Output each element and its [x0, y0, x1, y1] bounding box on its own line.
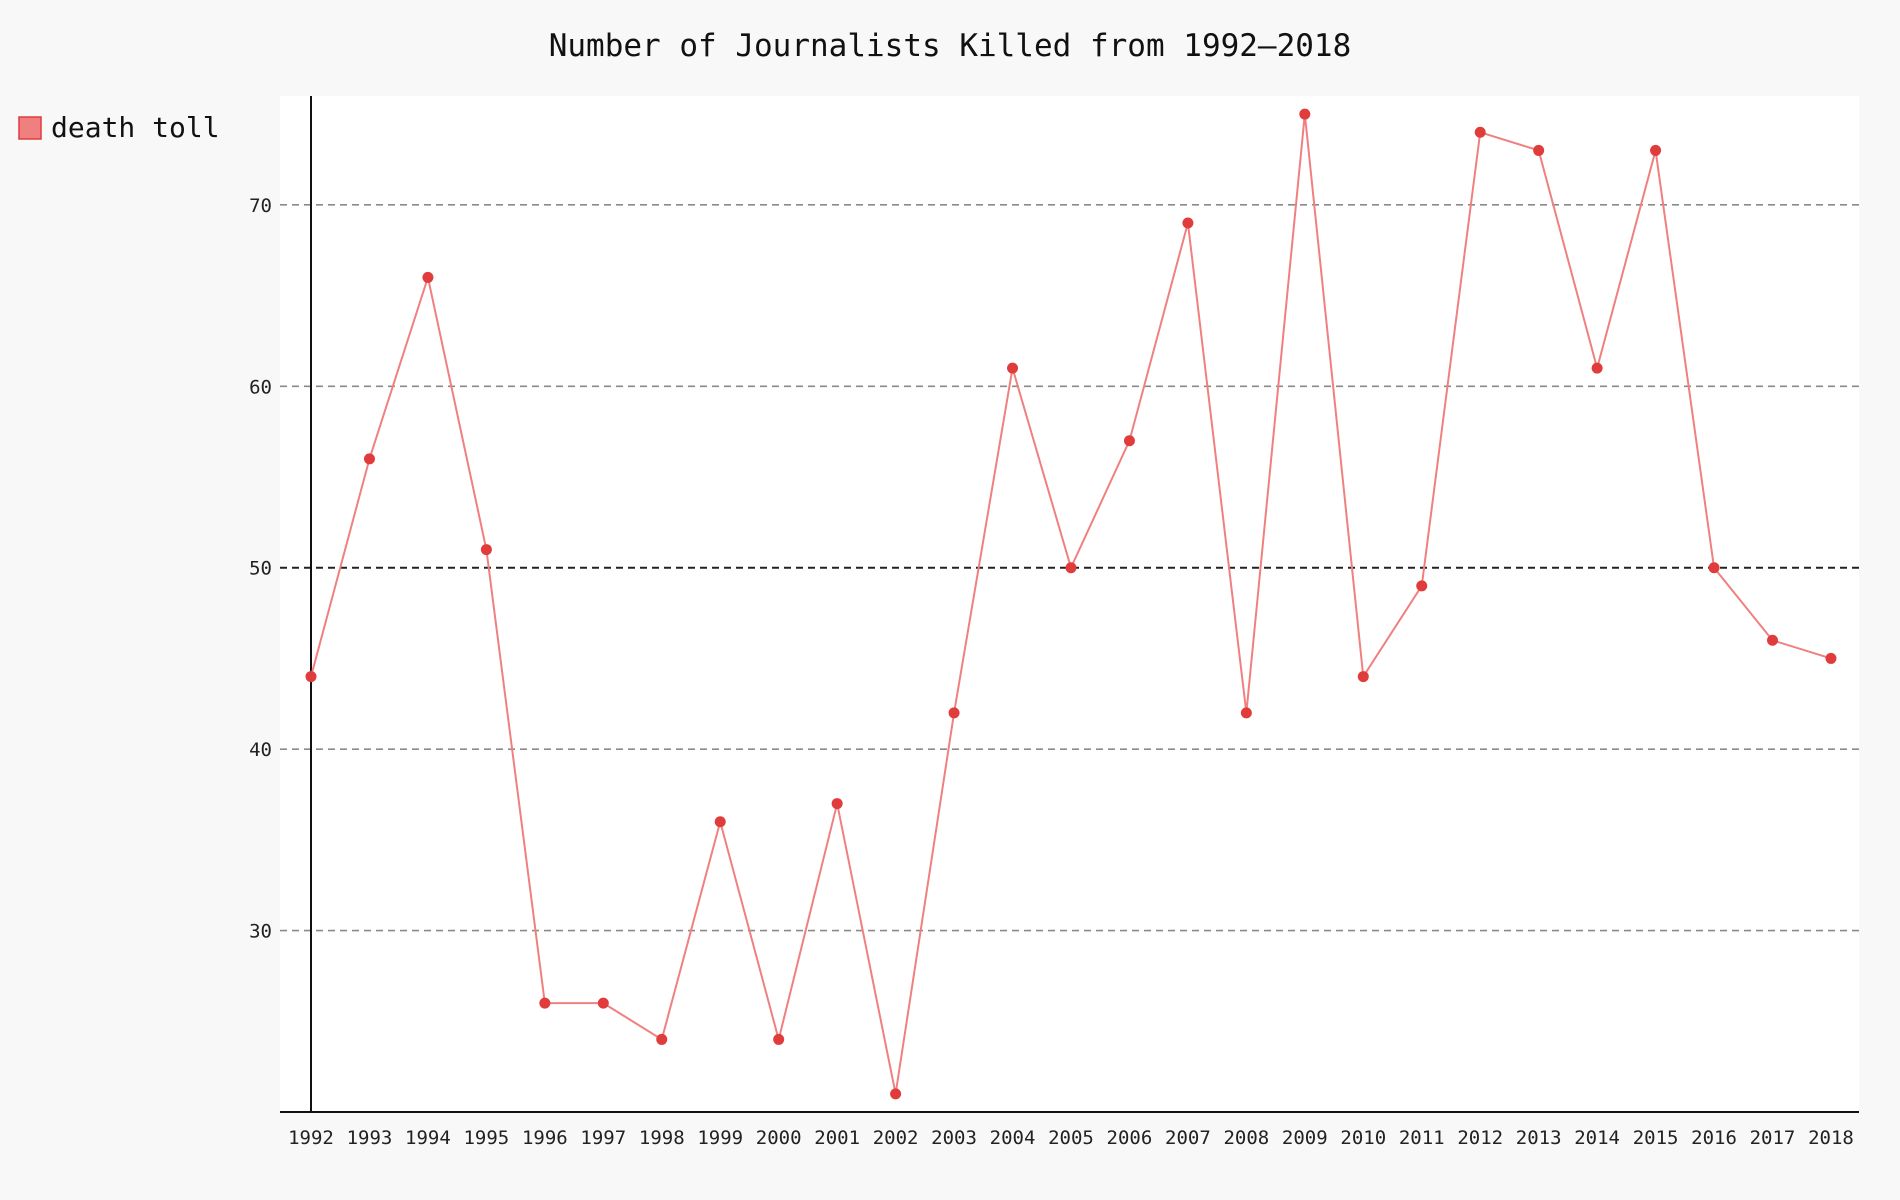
- series-layer: [305, 108, 1837, 1100]
- data-point-2005[interactable]: [1065, 562, 1077, 574]
- x-tick-label-2005: 2005: [1048, 1127, 1094, 1149]
- x-tick-label-2004: 2004: [990, 1127, 1036, 1149]
- data-point-2011[interactable]: [1416, 580, 1428, 592]
- data-point-2017[interactable]: [1767, 634, 1778, 646]
- x-tick-label-2006: 2006: [1107, 1127, 1153, 1149]
- x-tick-label-2013: 2013: [1516, 1127, 1562, 1149]
- data-point-1997[interactable]: [597, 997, 609, 1009]
- y-tick-label-70: 70: [249, 195, 272, 217]
- x-tick-label-2010: 2010: [1340, 1127, 1386, 1149]
- data-point-2000[interactable]: [773, 1033, 785, 1045]
- data-point-2006[interactable]: [1123, 435, 1135, 447]
- x-tick-label-2011: 2011: [1399, 1127, 1445, 1149]
- x-tick-label-2001: 2001: [814, 1127, 860, 1149]
- data-point-2004[interactable]: [1007, 362, 1019, 374]
- x-tick-label-2000: 2000: [756, 1127, 802, 1149]
- legend[interactable]: death toll: [18, 111, 220, 144]
- data-point-2001[interactable]: [831, 798, 843, 810]
- x-tick-label-2015: 2015: [1633, 1127, 1679, 1149]
- x-tick-label-1996: 1996: [522, 1127, 568, 1149]
- data-point-2009[interactable]: [1299, 108, 1311, 120]
- y-tick-label-40: 40: [249, 739, 272, 761]
- x-tick-label-2016: 2016: [1691, 1127, 1737, 1149]
- data-point-2007[interactable]: [1182, 217, 1194, 229]
- x-tick-label-2002: 2002: [873, 1127, 919, 1149]
- x-tick-label-1993: 1993: [347, 1127, 393, 1149]
- x-tick-label-2009: 2009: [1282, 1127, 1328, 1149]
- data-point-2015[interactable]: [1650, 144, 1662, 156]
- data-point-1996[interactable]: [539, 997, 551, 1009]
- plot-area: [280, 96, 1859, 1112]
- y-tick-label-60: 60: [249, 376, 272, 398]
- x-tick-label-2017: 2017: [1750, 1127, 1796, 1149]
- data-point-2013[interactable]: [1533, 144, 1545, 156]
- x-tick-label-1997: 1997: [580, 1127, 626, 1149]
- x-tick-label-2003: 2003: [931, 1127, 977, 1149]
- x-tick-label-1995: 1995: [463, 1127, 509, 1149]
- data-point-2018[interactable]: [1825, 652, 1837, 664]
- x-tick-label-1998: 1998: [639, 1127, 685, 1149]
- legend-label[interactable]: death toll: [51, 111, 220, 144]
- x-tick-label-2018: 2018: [1808, 1127, 1854, 1149]
- data-point-2014[interactable]: [1591, 362, 1603, 374]
- x-tick-label-2014: 2014: [1574, 1127, 1620, 1149]
- chart-title: Number of Journalists Killed from 1992–2…: [549, 28, 1352, 64]
- x-tick-label-2008: 2008: [1223, 1127, 1269, 1149]
- data-point-1994[interactable]: [422, 271, 434, 283]
- data-point-2003[interactable]: [948, 707, 960, 719]
- data-point-2012[interactable]: [1474, 126, 1486, 138]
- data-point-1995[interactable]: [480, 544, 492, 556]
- data-point-2016[interactable]: [1708, 562, 1720, 574]
- data-point-2002[interactable]: [890, 1088, 902, 1100]
- tick-labels: 30 40 50 60 70 1992 1993 1994 1995 1996 1997 1998 19…: [249, 195, 1854, 1149]
- data-point-1999[interactable]: [714, 816, 726, 828]
- x-tick-label-1992: 1992: [288, 1127, 334, 1149]
- data-point-2010[interactable]: [1357, 671, 1369, 683]
- axes: [280, 96, 1859, 1113]
- data-point-1992[interactable]: [305, 671, 317, 683]
- data-point-1993[interactable]: [363, 453, 375, 465]
- x-tick-label-2012: 2012: [1457, 1127, 1503, 1149]
- data-point-2008[interactable]: [1240, 707, 1252, 719]
- legend-swatch-death-toll[interactable]: [18, 116, 42, 140]
- x-tick-label-1999: 1999: [697, 1127, 743, 1149]
- y-tick-label-50: 50: [249, 558, 272, 580]
- x-tick-label-2007: 2007: [1165, 1127, 1211, 1149]
- x-tick-label-1994: 1994: [405, 1127, 451, 1149]
- y-tick-label-30: 30: [249, 921, 272, 943]
- data-point-1998[interactable]: [656, 1033, 668, 1045]
